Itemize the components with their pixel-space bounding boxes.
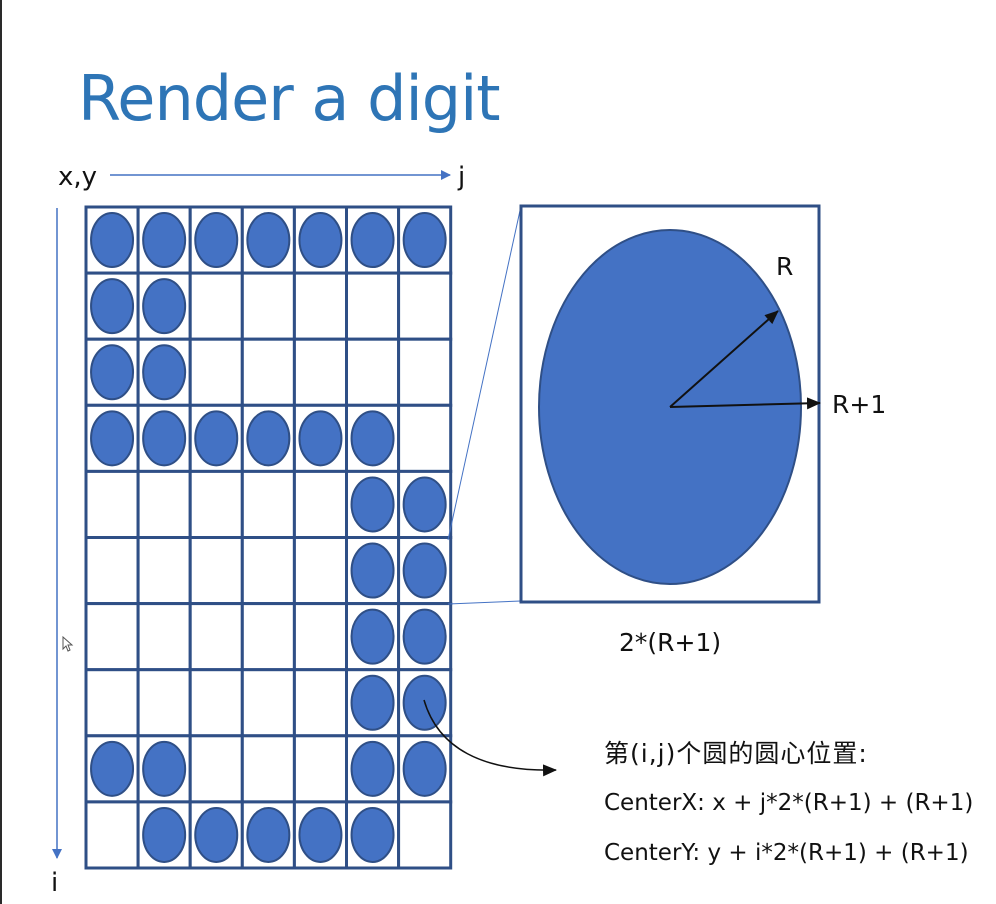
digit-circle-0-6: [402, 212, 447, 269]
digit-circle-6-5: [350, 608, 395, 665]
digit-circle-2-0: [90, 344, 135, 401]
digit-circle-0-2: [194, 212, 239, 269]
digit-circle-3-1: [142, 410, 187, 467]
grid-cell-4-3: [240, 469, 296, 539]
digit-circle-8-5: [350, 740, 395, 797]
grid-cell-9-6: [397, 800, 453, 870]
digit-circle-2-1: [142, 344, 187, 401]
grid-cell-5-4: [292, 536, 348, 606]
digit-circle-3-5: [350, 410, 395, 467]
digit-circle-9-5: [350, 806, 395, 863]
digit-circle-9-4: [298, 806, 343, 863]
grid-cell-8-3: [240, 734, 296, 804]
grid-cell-6-4: [292, 602, 348, 672]
digit-circle-3-3: [246, 410, 291, 467]
digit-circle-0-5: [350, 212, 395, 269]
callout-arrow: [423, 699, 557, 777]
digit-circle-0-0: [90, 212, 135, 269]
grid-cell-8-4: [292, 734, 348, 804]
grid-cell-5-2: [188, 536, 244, 606]
grid-cell-7-2: [188, 668, 244, 738]
origin-label: x,y: [58, 162, 98, 192]
digit-circle-1-1: [142, 278, 187, 335]
digit-circle-8-0: [90, 740, 135, 797]
grid-cell-1-6: [397, 271, 453, 341]
grid-cell-6-0: [84, 602, 140, 672]
digit-circle-5-5: [350, 542, 395, 599]
half-cell-label: R+1: [832, 390, 887, 419]
half-cell-arrow: [669, 397, 821, 410]
radius-arrow: [669, 310, 779, 408]
grid-cell-4-2: [188, 469, 244, 539]
formula-center-y: CenterY: y + i*2*(R+1) + (R+1): [604, 840, 969, 866]
grid-cell-5-0: [84, 536, 140, 606]
grid-cell-2-3: [240, 337, 296, 407]
i-axis-label: i: [51, 868, 59, 898]
grid-cell-6-3: [240, 602, 296, 672]
formula-heading: 第(i,j)个圆的圆心位置:: [604, 739, 868, 768]
grid-cell-7-0: [84, 668, 140, 738]
digit-circle-5-6: [402, 542, 447, 599]
digit-circle-9-3: [246, 806, 291, 863]
slide-title: Render a digit: [78, 62, 501, 135]
digit-circle-3-0: [90, 410, 135, 467]
grid-cell-2-2: [188, 337, 244, 407]
radius-label: R: [776, 252, 794, 281]
digit-circle-0-1: [142, 212, 187, 269]
grid-cell-6-2: [188, 602, 244, 672]
zoom-line-top: [447, 205, 522, 541]
digit-circle-9-2: [194, 806, 239, 863]
digit-circle-8-1: [142, 740, 187, 797]
mouse-pointer-icon: [62, 636, 74, 652]
cell-size-label: 2*(R+1): [619, 628, 722, 657]
digit-grid: [84, 205, 453, 870]
grid-cell-2-5: [345, 337, 401, 407]
formula-center-x: CenterX: x + j*2*(R+1) + (R+1): [604, 790, 974, 816]
digit-circle-3-4: [298, 410, 343, 467]
digit-circle-0-3: [246, 212, 291, 269]
grid-cell-5-3: [240, 536, 296, 606]
zoom-line-bottom: [447, 600, 522, 605]
digit-circle-3-2: [194, 410, 239, 467]
digit-circle-8-6: [402, 740, 447, 797]
digit-circle-1-0: [90, 278, 135, 335]
grid-cell-6-1: [136, 602, 192, 672]
grid-cell-3-6: [397, 403, 453, 473]
digit-circle-4-5: [350, 476, 395, 533]
grid-cell-1-2: [188, 271, 244, 341]
grid-cell-1-3: [240, 271, 296, 341]
j-axis-label: j: [458, 162, 466, 192]
grid-cell-7-1: [136, 668, 192, 738]
grid-cell-8-2: [188, 734, 244, 804]
digit-circle-9-1: [142, 806, 187, 863]
grid-cell-7-4: [292, 668, 348, 738]
left-border: [0, 0, 2, 904]
grid-cell-1-4: [292, 271, 348, 341]
grid-cell-5-1: [136, 536, 192, 606]
grid-cell-2-6: [397, 337, 453, 407]
grid-cell-7-3: [240, 668, 296, 738]
digit-circle-6-6: [402, 608, 447, 665]
digit-circle-4-6: [402, 476, 447, 533]
grid-cell-9-0: [84, 800, 140, 870]
digit-circle-0-4: [298, 212, 343, 269]
grid-cell-4-0: [84, 469, 140, 539]
grid-cell-4-1: [136, 469, 192, 539]
grid-cell-1-5: [345, 271, 401, 341]
digit-circle-7-5: [350, 674, 395, 731]
grid-cell-2-4: [292, 337, 348, 407]
grid-cell-4-4: [292, 469, 348, 539]
